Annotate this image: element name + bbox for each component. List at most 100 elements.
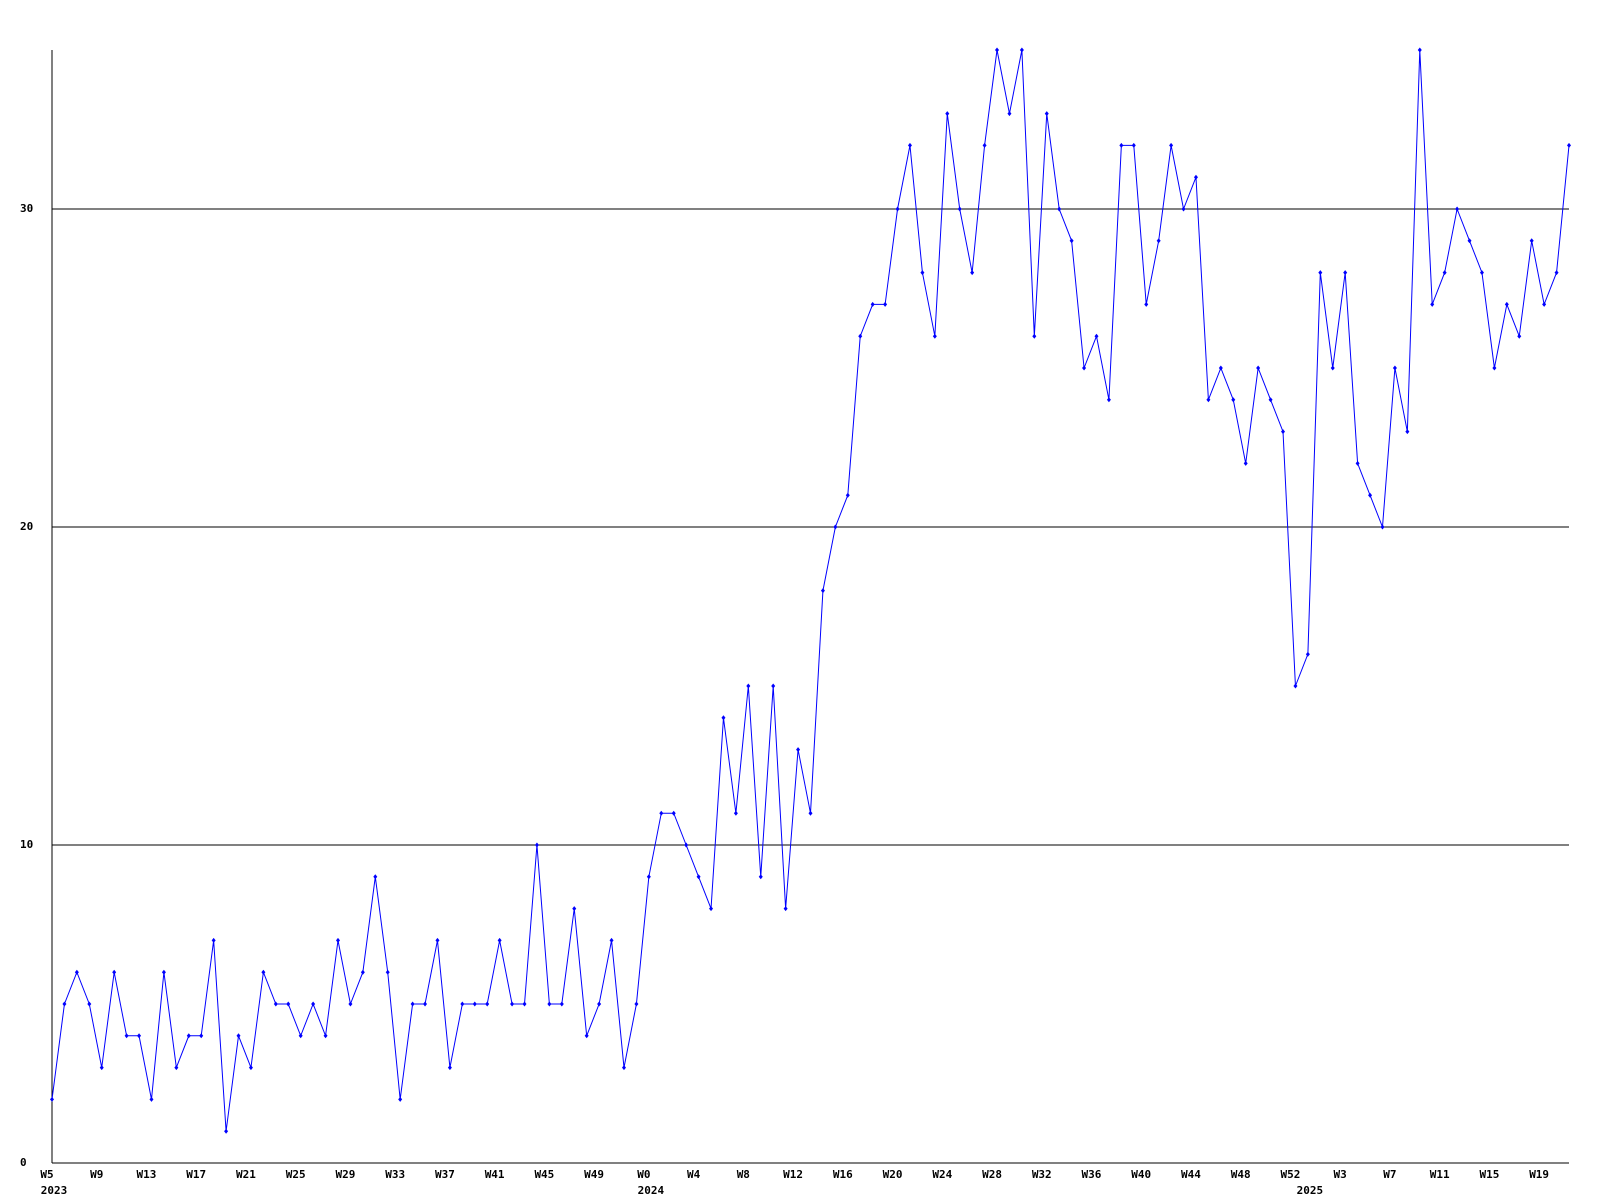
data-point (273, 1001, 278, 1007)
data-point (522, 1001, 527, 1007)
x-tick-label: W24 (932, 1168, 952, 1181)
data-point (684, 842, 689, 848)
data-point (1492, 365, 1497, 371)
x-tick-label: W12 (783, 1168, 803, 1181)
x-tick-label: W13 (137, 1168, 157, 1181)
data-point (137, 1033, 142, 1039)
x-tick-label: W29 (335, 1168, 355, 1181)
data-point (99, 1065, 104, 1071)
data-point (485, 1001, 490, 1007)
data-point (510, 1001, 515, 1007)
data-point (1318, 270, 1323, 276)
data-point (1529, 238, 1534, 244)
x-tick-label: W48 (1231, 1168, 1251, 1181)
data-point (1355, 460, 1360, 466)
x-year-label: 2024 (638, 1184, 665, 1197)
data-point (1430, 301, 1435, 307)
y-tick-label: 30 (20, 202, 33, 215)
data-point (932, 333, 937, 339)
y-tick-label: 20 (20, 520, 33, 533)
data-point (1293, 683, 1298, 689)
data-point (1094, 333, 1099, 339)
data-point (671, 810, 676, 816)
x-year-label: 2025 (1297, 1184, 1324, 1197)
data-point (1517, 333, 1522, 339)
data-point (472, 1001, 477, 1007)
x-tick-label: W11 (1430, 1168, 1450, 1181)
data-point (1256, 365, 1261, 371)
data-point (1069, 238, 1074, 244)
data-point (1131, 142, 1136, 148)
data-point (783, 906, 788, 912)
data-point (796, 747, 801, 753)
data-point (161, 969, 166, 975)
data-point (970, 270, 975, 276)
data-point (1206, 397, 1211, 403)
x-tick-label: W52 (1281, 1168, 1301, 1181)
data-point (820, 588, 825, 594)
x-tick-label: W41 (485, 1168, 505, 1181)
data-point (758, 874, 763, 880)
data-point (323, 1033, 328, 1039)
x-tick-label: W8 (737, 1168, 750, 1181)
data-point (360, 969, 365, 975)
data-point (236, 1033, 241, 1039)
x-tick-label: W7 (1383, 1168, 1396, 1181)
x-tick-label: W37 (435, 1168, 455, 1181)
y-tick-label: 0 (20, 1156, 27, 1169)
x-tick-label: W25 (286, 1168, 306, 1181)
data-point (1467, 238, 1472, 244)
data-point (149, 1096, 154, 1102)
x-tick-label: W15 (1479, 1168, 1499, 1181)
data-point (1343, 270, 1348, 276)
data-point (1243, 460, 1248, 466)
data-point (920, 270, 925, 276)
data-point (1007, 111, 1012, 117)
x-tick-label: W5 (40, 1168, 53, 1181)
x-tick-label: W44 (1181, 1168, 1201, 1181)
data-point (1169, 142, 1174, 148)
data-point (1368, 492, 1373, 498)
data-point (398, 1096, 403, 1102)
x-tick-label: W16 (833, 1168, 853, 1181)
data-point (248, 1065, 253, 1071)
data-point (1554, 270, 1559, 276)
data-point (1417, 47, 1422, 53)
data-point (1330, 365, 1335, 371)
data-point (572, 906, 577, 912)
data-point (1405, 429, 1410, 435)
data-point (957, 206, 962, 212)
data-point (1281, 429, 1286, 435)
x-tick-label: W49 (584, 1168, 604, 1181)
x-tick-label: W32 (1032, 1168, 1052, 1181)
data-point (833, 524, 838, 530)
x-tick-label: W20 (883, 1168, 903, 1181)
data-point (1156, 238, 1161, 244)
data-point (373, 874, 378, 880)
y-tick-label: 10 (20, 838, 33, 851)
data-point (883, 301, 888, 307)
x-tick-label: W28 (982, 1168, 1002, 1181)
data-point (746, 683, 751, 689)
data-point (1567, 142, 1571, 148)
data-point (1380, 524, 1385, 530)
data-point (1305, 651, 1310, 657)
data-point (982, 142, 987, 148)
data-point (559, 1001, 564, 1007)
data-point (1082, 365, 1087, 371)
x-tick-label: W45 (534, 1168, 554, 1181)
data-point (634, 1001, 639, 1007)
data-point (261, 969, 266, 975)
data-point (907, 142, 912, 148)
data-point (1455, 206, 1460, 212)
data-point (1268, 397, 1273, 403)
x-tick-label: W0 (637, 1168, 650, 1181)
data-point (87, 1001, 92, 1007)
data-point (995, 47, 1000, 53)
data-point (1019, 47, 1024, 53)
x-tick-label: W4 (687, 1168, 701, 1181)
data-point (696, 874, 701, 880)
x-tick-label: W9 (90, 1168, 103, 1181)
data-point (1479, 270, 1484, 276)
